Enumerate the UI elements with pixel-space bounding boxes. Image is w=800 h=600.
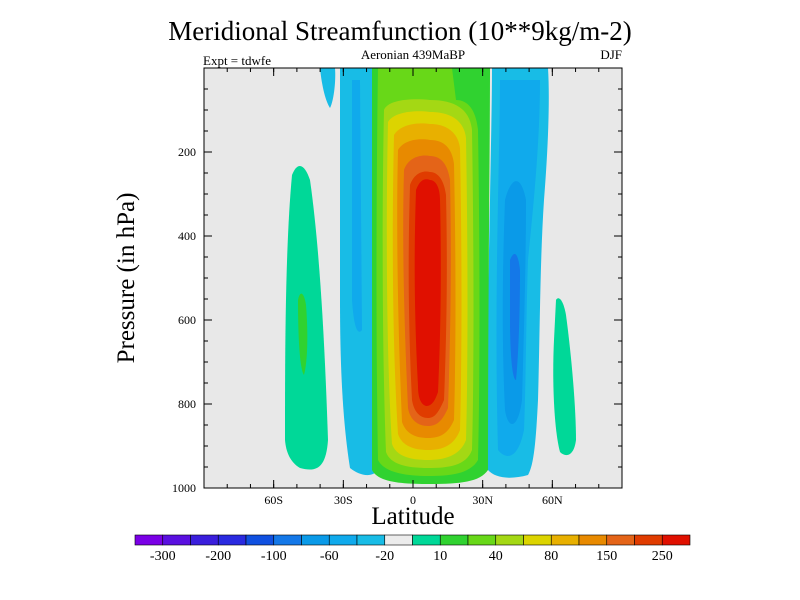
colorbar-swatch	[495, 534, 524, 546]
colorbar-label: 10	[433, 549, 447, 564]
y-axis-label: Pressure (in hPa)	[113, 192, 140, 364]
colorbar-swatch	[412, 534, 441, 546]
y-tick-label: 1000	[172, 481, 196, 495]
colorbar-swatch	[356, 534, 386, 546]
chart-title: Meridional Streamfunction (10**9kg/m-2)	[168, 16, 632, 46]
sh-cyan-column-inner	[352, 80, 362, 332]
season-label: DJF	[600, 47, 622, 62]
colorbar-label: 150	[596, 549, 617, 564]
trop-l9	[414, 179, 441, 406]
colorbar-label: -20	[375, 549, 394, 564]
nh-neg-cell-core	[510, 254, 520, 380]
colorbar-label: 40	[489, 549, 503, 564]
colorbar-swatch	[467, 534, 497, 546]
y-tick-label: 400	[178, 229, 196, 243]
colorbar-label: 80	[544, 549, 558, 564]
nh-green-cell	[553, 298, 576, 456]
colorbar-swatch	[217, 534, 247, 546]
y-tick-label: 200	[178, 145, 196, 159]
colorbar-label: 250	[652, 549, 673, 564]
colorbar-swatch	[273, 534, 302, 546]
colorbar-label: -300	[150, 549, 176, 564]
colorbar-swatch	[578, 534, 608, 546]
colorbar-swatch	[301, 534, 330, 546]
x-tick-label: 60S	[264, 493, 283, 507]
y-tick-label: 800	[178, 397, 196, 411]
x-tick-label: 30N	[472, 493, 493, 507]
colorbar-swatch	[245, 534, 275, 546]
y-tick-label: 600	[178, 313, 196, 327]
experiment-label: Expt = tdwfe	[203, 53, 271, 68]
colorbar-label: -100	[261, 549, 287, 564]
colorbar-swatch	[162, 534, 191, 546]
plot-frame: 60S 30S 0 30N 60N 200 400 600 800 1000	[172, 67, 623, 507]
colorbar-swatch	[190, 534, 219, 546]
x-tick-label: 60N	[542, 493, 563, 507]
x-axis-label: Latitude	[371, 503, 455, 530]
colorbar-swatch	[134, 534, 164, 546]
colorbar-swatch	[328, 534, 358, 546]
colorbar-swatch	[661, 534, 691, 546]
colorbar-label: -200	[205, 549, 231, 564]
sh-green-cell-inner	[298, 293, 308, 375]
sh-cyan-sliver	[320, 68, 336, 108]
x-tick-label: 30S	[334, 493, 353, 507]
colorbar-swatch	[606, 534, 635, 546]
colorbar: -300 -200 -100 -60 -20 10 40 80 150 250	[134, 534, 691, 564]
colorbar-label: -60	[320, 549, 339, 564]
colorbar-swatch	[550, 534, 580, 546]
colorbar-swatch	[634, 534, 663, 546]
colorbar-swatch	[439, 534, 469, 546]
x-tick-label: 0	[410, 493, 416, 507]
contour-fills	[285, 68, 576, 484]
period-label: Aeronian 439MaBP	[360, 47, 466, 62]
colorbar-swatch	[384, 534, 413, 546]
colorbar-swatch	[523, 534, 552, 546]
